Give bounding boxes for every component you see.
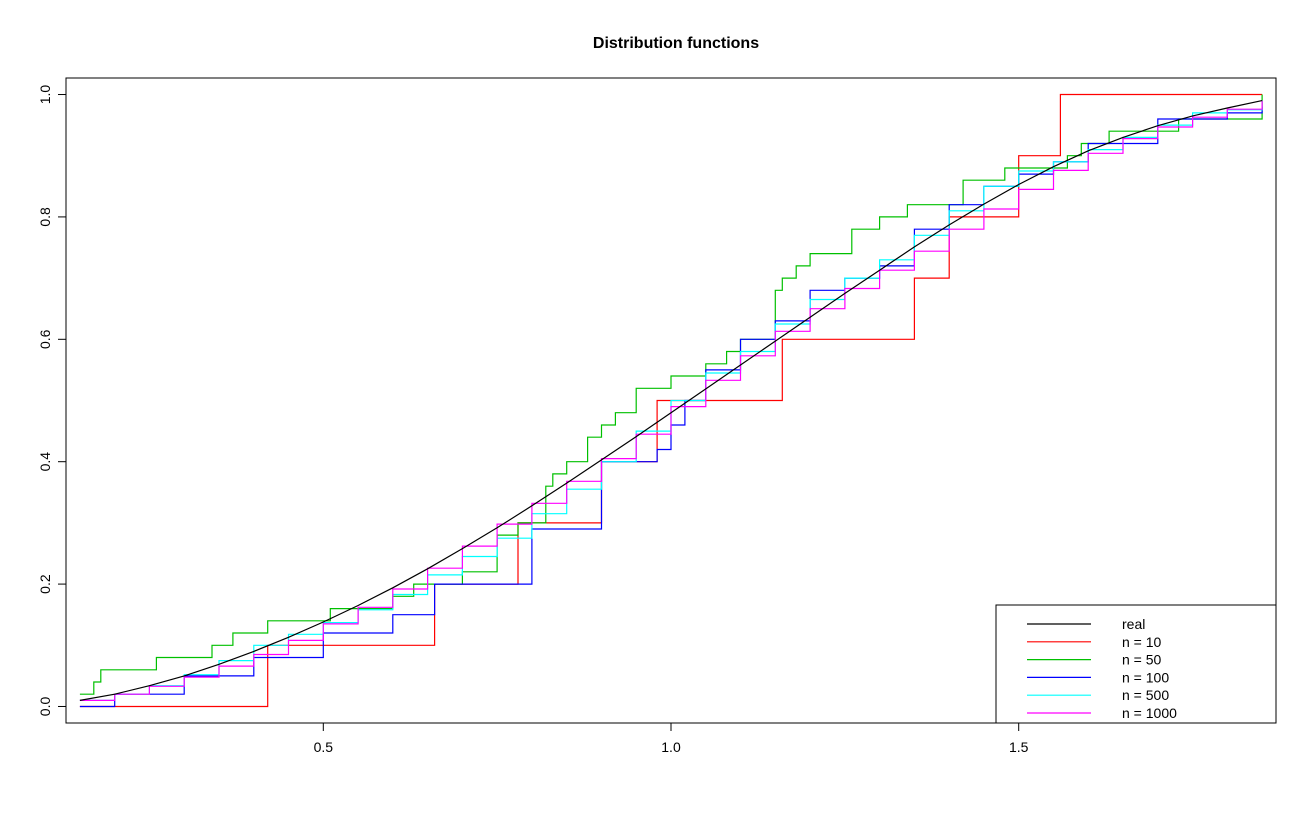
legend-label: n = 500: [1122, 687, 1169, 703]
legend-label: n = 10: [1122, 634, 1162, 650]
y-tick-label: 0.0: [37, 697, 53, 717]
y-tick-label: 0.2: [37, 574, 53, 594]
y-tick-label: 0.4: [37, 452, 53, 472]
series-line-0: [79, 100, 1263, 701]
series-line-2: [79, 94, 1263, 695]
series-layer: [79, 93, 1263, 708]
legend-box: [995, 604, 1277, 724]
x-tick-label: 0.5: [314, 739, 334, 755]
y-tick-label: 0.6: [37, 329, 53, 349]
x-tick-label: 1.0: [661, 739, 681, 755]
x-tick-label: 1.5: [1009, 739, 1029, 755]
legend-label: n = 50: [1122, 652, 1162, 668]
series-line-5: [79, 100, 1263, 701]
legend-label: n = 100: [1122, 669, 1169, 685]
y-tick-label: 1.0: [37, 85, 53, 105]
axis-layer: 0.5 1.0 1.5 0.0 0.2 0.4 0.6 0.8 1.0: [37, 85, 1029, 755]
legend: real n = 10 n = 50n = 100 n = 500 n = 1000: [995, 604, 1277, 724]
y-tick-label: 0.8: [37, 207, 53, 227]
legend-label: n = 1000: [1122, 705, 1177, 721]
chart-title: Distribution functions: [593, 35, 759, 52]
legend-label: real: [1122, 616, 1145, 632]
